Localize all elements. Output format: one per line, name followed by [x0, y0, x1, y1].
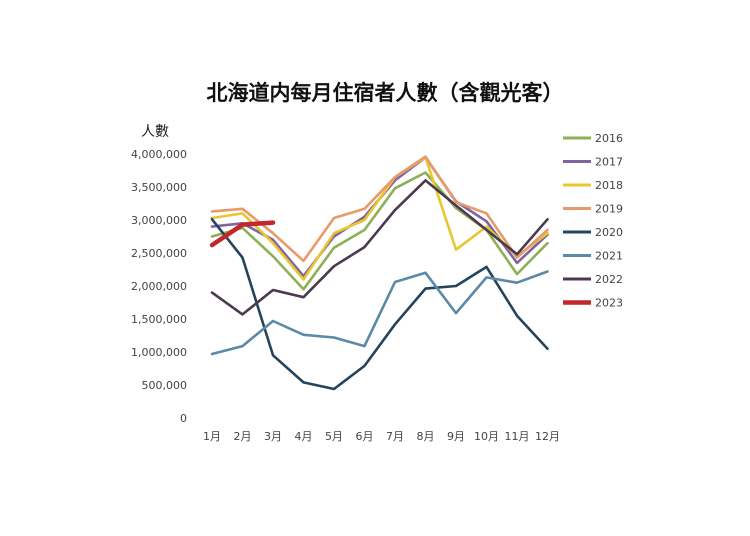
legend: 2016 2017 2018 2019 2020 2021 2022 2023	[563, 132, 623, 310]
x-tick-label: 11月	[505, 430, 530, 443]
x-tick-label: 7月	[386, 430, 404, 443]
x-tick-label: 8月	[417, 430, 435, 443]
x-tick-label: 2月	[234, 430, 252, 443]
legend-label: 2022	[595, 273, 623, 286]
legend-label: 2021	[595, 250, 623, 263]
x-tick-label: 6月	[356, 430, 374, 443]
y-tick-label: 3,000,000	[131, 214, 187, 227]
series-line-2020	[210, 218, 549, 391]
y-tick-label: 1,500,000	[131, 313, 187, 326]
x-tick-label: 3月	[264, 430, 282, 443]
x-tick-label: 4月	[295, 430, 313, 443]
legend-label: 2023	[595, 297, 623, 310]
x-tick-label: 10月	[474, 430, 499, 443]
x-tick-label: 5月	[325, 430, 343, 443]
x-tick-label: 12月	[535, 430, 560, 443]
series-lines	[209, 155, 549, 391]
y-tick-label: 2,000,000	[131, 280, 187, 293]
x-tick-label: 9月	[447, 430, 465, 443]
chart-title: 北海道内每月住宿者人數（含觀光客）	[207, 81, 564, 105]
legend-label: 2019	[595, 203, 623, 216]
y-tick-label: 0	[180, 412, 187, 425]
y-axis-label: 人數	[141, 124, 169, 140]
y-tick-label: 3,500,000	[131, 181, 187, 194]
y-tick-label: 2,500,000	[131, 247, 187, 260]
y-axis-ticks: 0 500,000 1,000,000 1,500,000 2,000,000 2,500…	[131, 148, 187, 425]
series-line-2018	[210, 156, 549, 281]
series-line-2022	[210, 179, 549, 316]
series-line-2017	[210, 156, 549, 278]
legend-label: 2016	[595, 132, 623, 145]
y-tick-label: 1,000,000	[131, 346, 187, 359]
series-line-2019	[210, 155, 549, 263]
legend-label: 2020	[595, 226, 623, 239]
series-line-2023	[209, 220, 276, 248]
legend-label: 2018	[595, 179, 623, 192]
x-axis-ticks: 1月 2月 3月 4月 5月 6月 7月 8月 9月 10月 11月 12月	[203, 430, 560, 443]
y-tick-label: 4,000,000	[131, 148, 187, 161]
x-tick-label: 1月	[203, 430, 221, 443]
series-line-2016	[210, 171, 549, 291]
series-line-2021	[210, 270, 549, 356]
y-tick-label: 500,000	[142, 379, 188, 392]
legend-label: 2017	[595, 156, 623, 169]
